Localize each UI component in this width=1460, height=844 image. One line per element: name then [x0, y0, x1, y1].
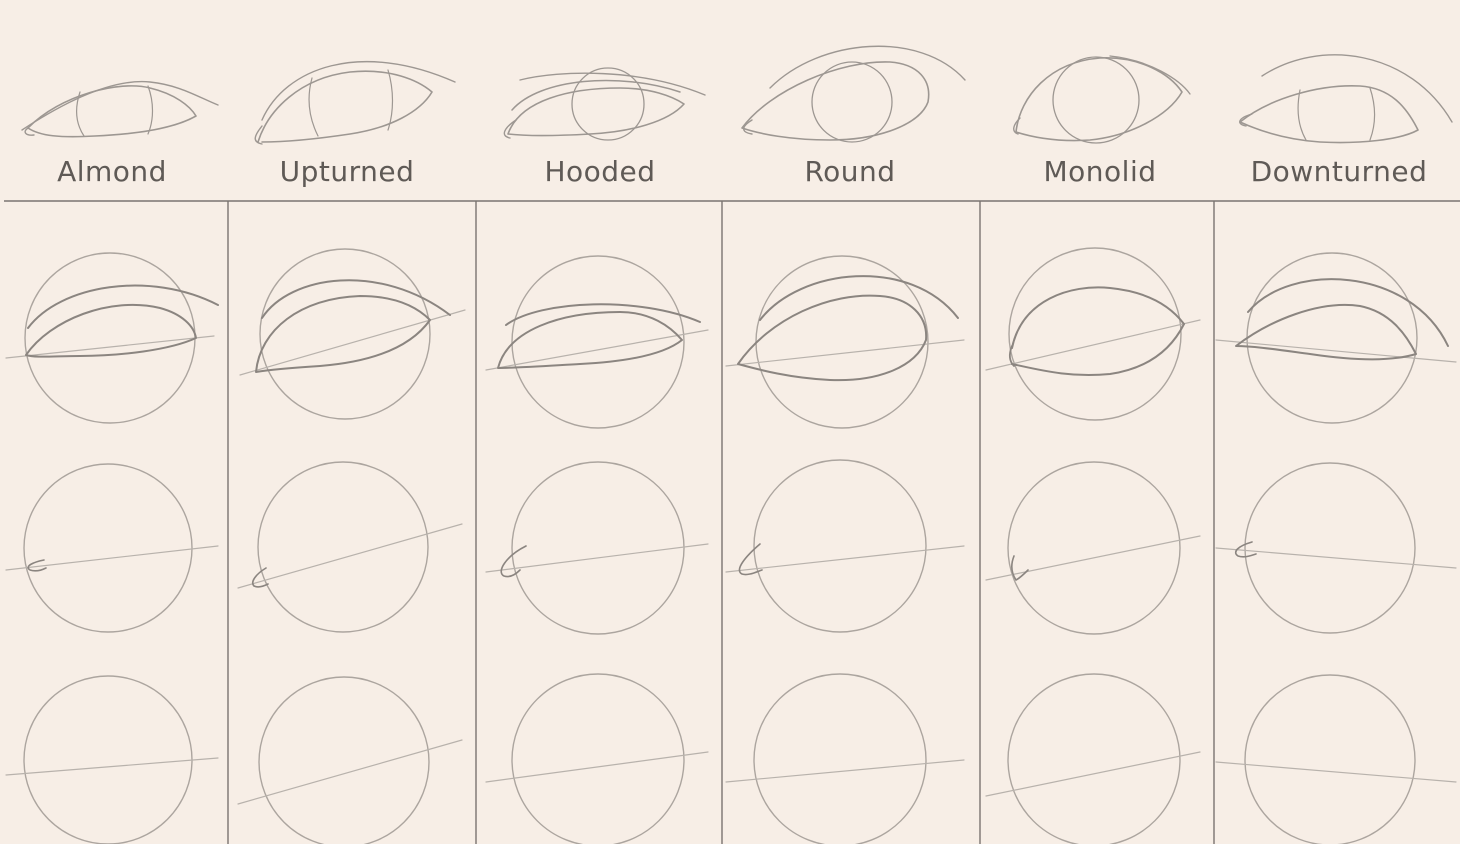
downturned-eyelids-step — [1215, 252, 1457, 424]
monolid-circle-step — [985, 673, 1201, 844]
label-almond: Almond — [57, 155, 167, 188]
monolid-corner-step — [985, 461, 1201, 635]
almond-corner-step — [5, 463, 219, 633]
monolid-eyelids-step — [985, 247, 1201, 421]
hooded-final-eye — [503, 67, 706, 141]
almond-final-eye — [21, 80, 219, 138]
round-eyelids-step — [725, 255, 965, 429]
downturned-corner-step — [1215, 462, 1457, 634]
almond-column-sketches — [5, 80, 219, 844]
round-corner-step — [725, 459, 965, 633]
label-round: Round — [804, 155, 896, 188]
round-circle-step — [725, 673, 965, 844]
upturned-eyelids-step — [239, 248, 466, 420]
upturned-final-eye — [254, 61, 456, 145]
downturned-final-eye — [1239, 54, 1453, 144]
downturned-circle-step — [1215, 674, 1457, 844]
upturned-circle-step — [237, 676, 463, 844]
label-monolid: Monolid — [1043, 155, 1157, 188]
label-downturned: Downturned — [1250, 155, 1428, 188]
almond-eyelids-step — [5, 252, 219, 424]
monolid-final-eye — [1013, 55, 1191, 144]
hooded-column-sketches — [485, 67, 709, 844]
hooded-circle-step — [485, 673, 709, 844]
hooded-corner-step — [485, 461, 709, 635]
almond-circle-step — [5, 675, 219, 844]
hooded-eyelids-step — [485, 255, 709, 429]
label-hooded: Hooded — [544, 155, 656, 188]
upturned-column-sketches — [237, 61, 466, 844]
round-final-eye — [741, 45, 966, 143]
label-upturned: Upturned — [279, 155, 415, 188]
monolid-column-sketches — [985, 55, 1201, 844]
upturned-corner-step — [237, 461, 463, 633]
downturned-column-sketches — [1215, 54, 1457, 844]
round-column-sketches — [725, 45, 966, 844]
column-dividers — [227, 201, 1215, 844]
